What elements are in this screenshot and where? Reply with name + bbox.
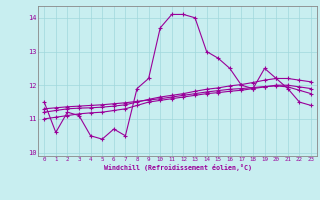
- X-axis label: Windchill (Refroidissement éolien,°C): Windchill (Refroidissement éolien,°C): [104, 164, 252, 171]
